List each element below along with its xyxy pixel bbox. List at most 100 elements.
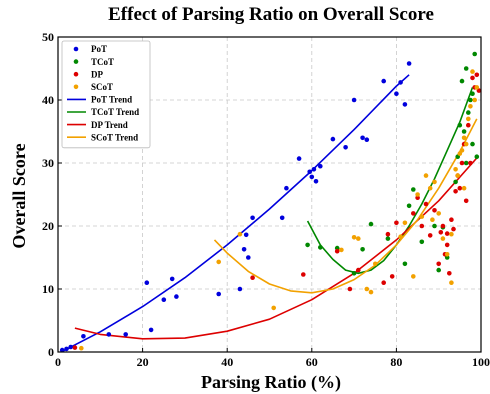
scot-point: [373, 261, 378, 267]
pot-point: [364, 137, 370, 142]
tcot-point: [305, 242, 310, 248]
pot-point: [402, 102, 408, 107]
scot-point: [415, 192, 420, 197]
dp-point: [411, 211, 416, 216]
pot-point: [250, 215, 255, 221]
tcot-point: [470, 141, 475, 147]
scot-point: [432, 179, 437, 185]
tcot-point: [402, 261, 408, 267]
data-points: [59, 51, 482, 353]
trend-lines: [61, 74, 478, 353]
y-tick-label: 50: [42, 30, 54, 44]
tcot-trend-line: [306, 87, 474, 275]
legend-swatch-scot: [73, 84, 79, 90]
dp-point: [444, 231, 450, 236]
legend-swatch-tcot: [73, 59, 79, 64]
scot-point: [356, 236, 361, 241]
scot-point: [444, 252, 450, 257]
pot-point: [351, 97, 357, 103]
pot-point: [59, 347, 65, 353]
legend-label-scot: SCoT: [91, 82, 113, 92]
legend-label-dp: DP: [91, 69, 103, 79]
dp-point: [427, 233, 433, 238]
tcot-point: [461, 129, 467, 134]
pot-point: [161, 297, 167, 303]
pot-trend-line: [61, 74, 410, 353]
pot-point: [313, 179, 319, 184]
legend-label-pot: PoT: [91, 44, 107, 54]
pot-point: [169, 276, 175, 282]
dp-point: [451, 226, 456, 232]
tcot-point: [453, 179, 458, 185]
dp-point: [385, 231, 391, 237]
pot-point: [307, 169, 313, 175]
pot-point: [318, 163, 323, 169]
dp-point: [459, 160, 465, 166]
plot-frame: [57, 36, 482, 353]
pot-point: [311, 167, 317, 172]
dp-point: [381, 280, 387, 286]
scot-point: [463, 141, 469, 147]
tcot-point: [385, 236, 391, 241]
y-tick-label: 30: [42, 156, 54, 170]
dp-point: [72, 345, 78, 350]
dp-point: [453, 189, 458, 194]
scot-point: [430, 217, 435, 222]
scot-point: [79, 345, 84, 351]
pot-point: [216, 291, 221, 297]
tcot-point: [474, 154, 480, 159]
legend-swatch-pot: [73, 46, 79, 52]
scot-point: [474, 85, 480, 90]
x-axis-label: Parsing Ratio (%): [201, 372, 341, 393]
scot-point: [216, 259, 221, 265]
scot-point: [402, 220, 408, 226]
pot-point: [330, 136, 336, 142]
dp-point: [347, 286, 353, 292]
pot-point: [296, 156, 302, 161]
dp-point: [423, 201, 429, 207]
scot-point: [436, 211, 442, 216]
dp-point: [301, 272, 306, 277]
tcot-point: [459, 78, 465, 84]
legend: PoT TCoT DP SCoT PoT Trend TCoT Trend DP Trend…: [61, 40, 151, 149]
legend-label-tcot-trend: TCoT Trend: [91, 107, 139, 117]
dp-point: [432, 208, 437, 213]
pot-point: [381, 78, 387, 84]
tcot-point: [472, 51, 478, 57]
scot-point: [455, 173, 461, 178]
dp-point: [438, 230, 444, 235]
legend-label-pot-trend: PoT Trend: [91, 95, 132, 105]
dp-point: [447, 271, 452, 276]
scot-point: [466, 116, 471, 122]
pot-point: [343, 145, 348, 150]
x-tick-label: 40: [221, 355, 233, 369]
tcot-point: [351, 271, 357, 276]
scot-trend-line: [213, 118, 478, 294]
pot-point: [284, 185, 289, 191]
chart-title: Effect of Parsing Ratio on Overall Score: [108, 4, 434, 25]
pot-point: [123, 332, 128, 337]
scot-point: [461, 185, 467, 191]
pot-point: [398, 80, 403, 85]
pot-point: [394, 91, 399, 96]
tcot-point: [444, 255, 450, 260]
legend-label-dp-trend: DP Trend: [91, 120, 128, 130]
tcot-point: [419, 239, 425, 245]
dp-point: [250, 275, 255, 281]
x-tick-label: 100: [472, 355, 490, 369]
pot-point: [106, 332, 112, 337]
pot-point: [237, 286, 243, 292]
dp-point: [466, 122, 471, 128]
y-tick-label: 40: [42, 93, 54, 107]
x-tick-label: 0: [55, 355, 61, 369]
legend-label-scot-trend: SCoT Trend: [91, 132, 138, 142]
scot-point: [419, 214, 425, 219]
scot-point: [398, 234, 403, 239]
dp-point: [394, 220, 399, 226]
scot-point: [237, 231, 243, 237]
tcot-point: [463, 160, 469, 166]
pot-point: [148, 327, 154, 333]
pot-point: [309, 174, 315, 180]
scot-point: [423, 173, 429, 178]
